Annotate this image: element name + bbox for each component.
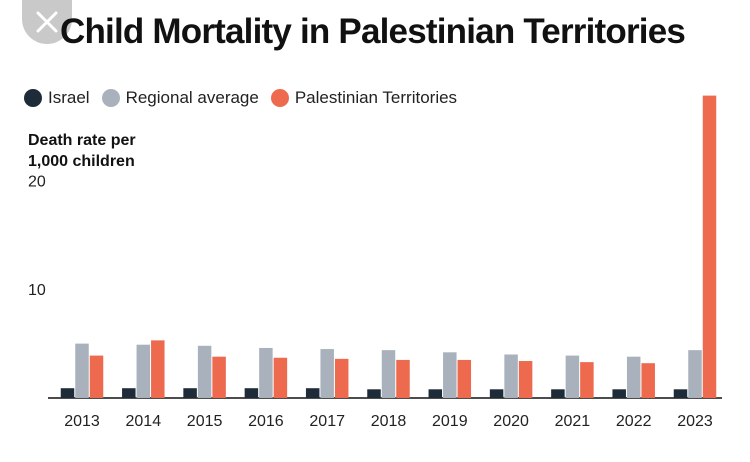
bar-israel-2017 — [305, 388, 320, 398]
bar-regional-average-2013 — [75, 343, 89, 398]
y-axis-label: Death rate per 1,000 children — [28, 132, 136, 170]
legend-swatch-israel — [24, 89, 42, 107]
bar-palestinian-territories-2017 — [334, 358, 349, 398]
legend-label-palestinian-territories: Palestinian Territories — [294, 88, 458, 107]
bar-regional-average-2014 — [136, 344, 151, 398]
bar-palestinian-territories-2022 — [641, 363, 655, 398]
bar-israel-2023 — [673, 389, 688, 398]
x-tick-label: 2019 — [432, 413, 468, 430]
bar-palestinian-territories-2019 — [457, 359, 472, 398]
bar-palestinian-territories-2016 — [273, 357, 288, 398]
chart-title: Child Mortality in Palestinian Territori… — [60, 12, 686, 51]
x-tick-label: 2018 — [371, 413, 407, 430]
bar-israel-2014 — [122, 388, 136, 398]
legend-label-israel: Israel — [48, 88, 90, 107]
bar-regional-average-2020 — [504, 354, 518, 398]
bar-palestinian-territories-2023 — [702, 95, 717, 399]
legend-swatch-regional-average — [101, 89, 120, 107]
legend-item-palestinian-territories: Palestinian Territories — [270, 88, 458, 108]
bar-israel-2022 — [612, 389, 626, 398]
bar-israel-2015 — [183, 388, 197, 398]
bar-regional-average-2017 — [320, 349, 334, 398]
bar-israel-2019 — [428, 389, 443, 398]
x-tick-label: 2014 — [126, 413, 162, 430]
x-tick-label: 2017 — [309, 413, 345, 430]
x-tick-label: 2020 — [493, 413, 529, 430]
bar-israel-2020 — [489, 389, 504, 398]
y-tick-label: 10 — [28, 282, 46, 299]
bar-palestinian-territories-2014 — [151, 340, 165, 398]
x-tick-label: 2022 — [616, 413, 652, 430]
y-tick-label: 20 — [28, 173, 46, 190]
bar-regional-average-2019 — [443, 352, 457, 398]
bar-israel-2018 — [367, 389, 381, 398]
legend-label-regional-average: Regional average — [125, 88, 259, 107]
legend-swatch-palestinian-territories — [270, 89, 289, 107]
bar-israel-2021 — [551, 389, 565, 398]
x-tick-label: 2015 — [187, 413, 223, 430]
x-tick-label: 2021 — [555, 413, 591, 430]
close-icon — [36, 11, 58, 33]
legend-item-israel: Israel — [24, 88, 90, 108]
bar-regional-average-2022 — [626, 356, 641, 398]
bar-palestinian-territories-2015 — [212, 356, 226, 398]
legend: Israel Regional average Palestinian Terr… — [24, 88, 457, 108]
bar-palestinian-territories-2020 — [518, 361, 533, 398]
bar-palestinian-territories-2021 — [580, 362, 594, 398]
bar-palestinian-territories-2013 — [89, 355, 104, 398]
bar-regional-average-2021 — [565, 355, 580, 398]
x-tick-label: 2016 — [248, 413, 284, 430]
bar-israel-2016 — [244, 388, 259, 398]
bar-regional-average-2018 — [381, 350, 396, 398]
legend-item-regional-average: Regional average — [101, 88, 259, 108]
x-tick-label: 2023 — [677, 413, 713, 430]
bar-regional-average-2015 — [197, 345, 212, 398]
close-button[interactable] — [22, 0, 72, 44]
x-tick-label: 2013 — [64, 413, 100, 430]
bar-regional-average-2023 — [688, 350, 702, 398]
bar-regional-average-2016 — [259, 347, 273, 398]
bar-palestinian-territories-2018 — [396, 359, 410, 398]
bar-israel-2013 — [60, 388, 75, 398]
